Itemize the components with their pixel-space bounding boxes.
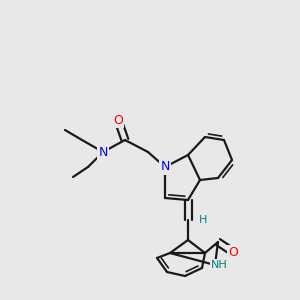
Text: N: N — [160, 160, 170, 173]
Text: H: H — [199, 215, 207, 225]
Text: N: N — [98, 146, 108, 158]
Text: O: O — [228, 245, 238, 259]
Text: O: O — [113, 113, 123, 127]
Text: NH: NH — [211, 260, 227, 270]
